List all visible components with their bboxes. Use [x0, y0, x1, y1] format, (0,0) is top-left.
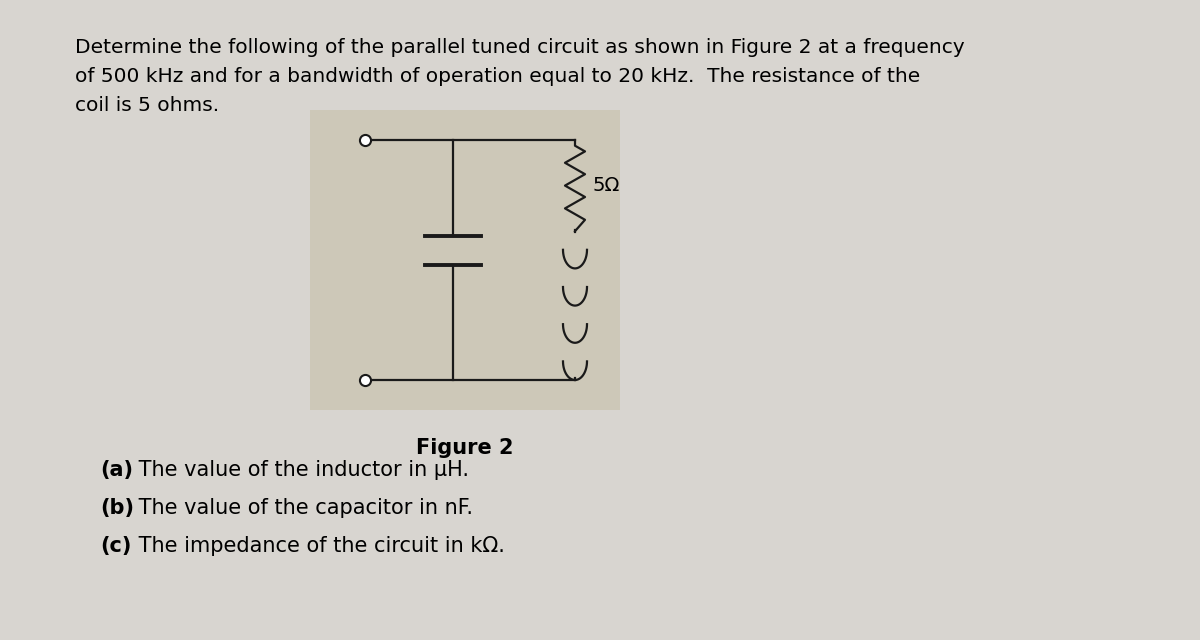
Text: (a): (a) [100, 460, 133, 480]
Text: The impedance of the circuit in kΩ.: The impedance of the circuit in kΩ. [132, 536, 505, 556]
Text: The value of the inductor in μH.: The value of the inductor in μH. [132, 460, 469, 480]
Text: The value of the capacitor in nF.: The value of the capacitor in nF. [132, 498, 473, 518]
Text: Determine the following of the parallel tuned circuit as shown in Figure 2 at a : Determine the following of the parallel … [74, 38, 965, 57]
Text: 5Ω: 5Ω [593, 176, 620, 195]
Text: (b): (b) [100, 498, 134, 518]
Text: Figure 2: Figure 2 [416, 438, 514, 458]
Bar [310, 110, 620, 410]
Text: (c): (c) [100, 536, 131, 556]
Text: of 500 kHz and for a bandwidth of operation equal to 20 kHz.  The resistance of : of 500 kHz and for a bandwidth of operat… [74, 67, 920, 86]
Text: coil is 5 ohms.: coil is 5 ohms. [74, 96, 220, 115]
